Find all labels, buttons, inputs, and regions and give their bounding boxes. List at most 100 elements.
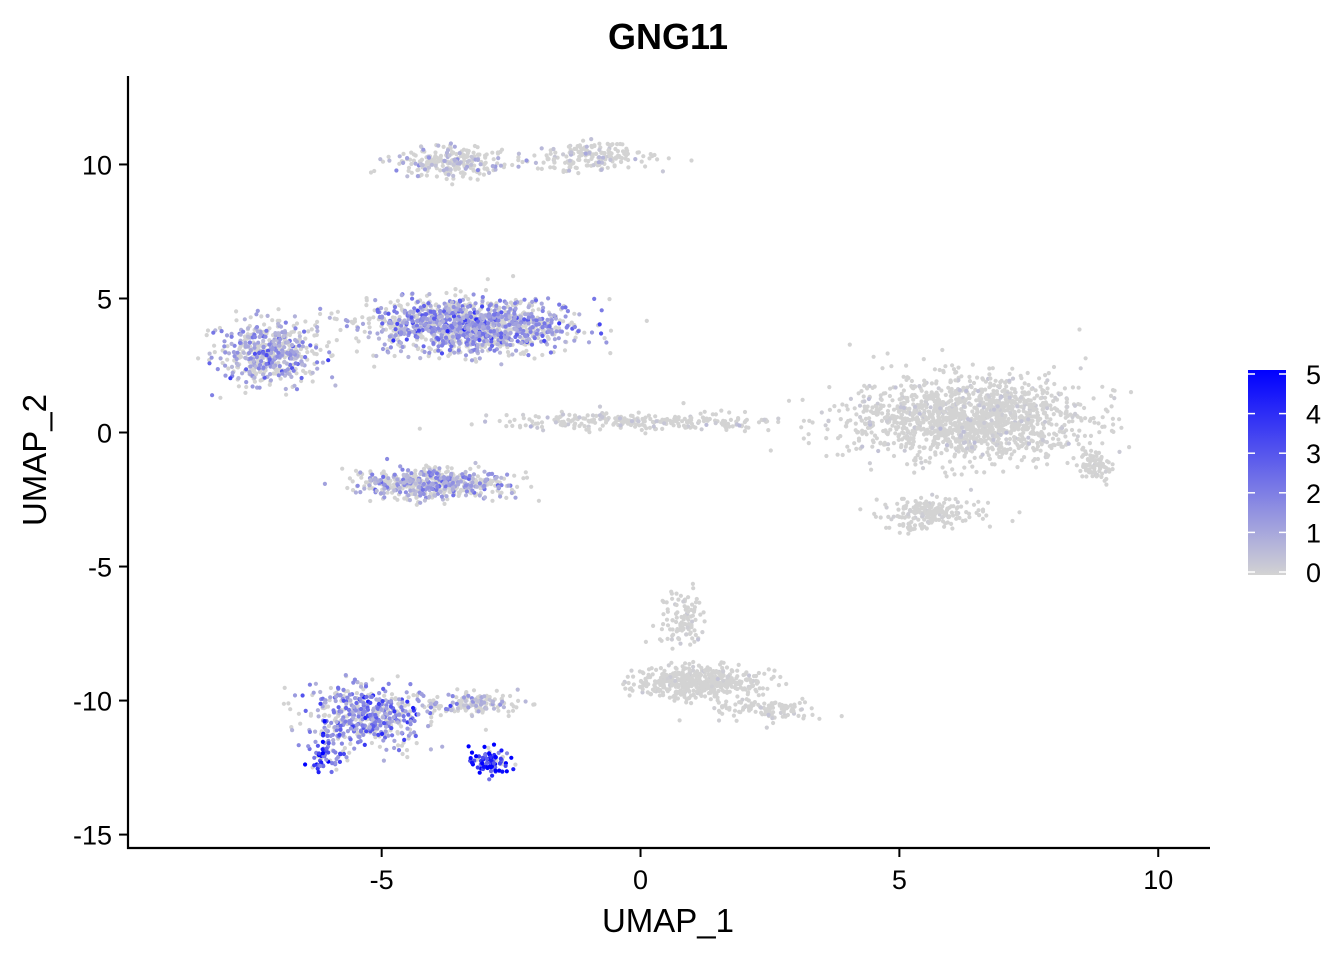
scatter-point <box>660 417 665 422</box>
scatter-point <box>622 151 627 156</box>
scatter-point <box>552 160 557 165</box>
scatter-point <box>1089 448 1094 453</box>
scatter-point <box>708 697 713 702</box>
scatter-point <box>1025 370 1030 376</box>
scatter-point <box>329 353 334 359</box>
scatter-point <box>927 460 932 465</box>
scatter-point <box>489 317 494 322</box>
scatter-point <box>276 360 281 365</box>
scatter-point <box>952 452 958 457</box>
scatter-point <box>564 154 569 159</box>
scatter-point <box>801 436 806 441</box>
scatter-point <box>617 154 622 159</box>
scatter-point <box>660 690 666 695</box>
scatter-point <box>506 713 511 719</box>
scatter-point <box>762 701 767 706</box>
scatter-point <box>920 466 926 471</box>
scatter-point <box>884 419 890 424</box>
scatter-point <box>679 689 684 694</box>
scatter-point <box>1077 428 1082 433</box>
scatter-point <box>409 161 414 167</box>
scatter-point <box>564 325 569 330</box>
scatter-point <box>915 453 920 458</box>
scatter-point <box>940 347 945 353</box>
scatter-point <box>997 383 1003 389</box>
scatter-point <box>987 524 993 529</box>
scatter-point <box>944 448 950 453</box>
scatter-point <box>475 474 480 479</box>
scatter-point <box>362 329 367 334</box>
scatter-point <box>923 459 928 464</box>
scatter-point <box>904 441 909 447</box>
scatter-point <box>978 437 983 442</box>
scatter-point <box>1050 436 1056 441</box>
scatter-point <box>880 411 885 416</box>
scatter-point <box>1107 469 1112 474</box>
scatter-point <box>898 421 903 426</box>
scatter-point <box>1012 435 1017 440</box>
scatter-point <box>990 433 995 438</box>
scatter-point <box>608 351 613 356</box>
scatter-point <box>905 462 910 467</box>
scatter-point <box>907 406 912 411</box>
scatter-point <box>997 429 1002 434</box>
scatter-point <box>326 724 331 729</box>
scatter-point <box>1063 434 1068 439</box>
scatter-point <box>602 336 607 341</box>
scatter-point <box>847 342 852 347</box>
scatter-point <box>484 152 489 157</box>
scatter-point <box>891 441 897 446</box>
scatter-point <box>1058 391 1064 396</box>
scatter-point <box>252 379 257 384</box>
scatter-point <box>742 409 748 415</box>
scatter-point <box>988 376 993 381</box>
scatter-point <box>1104 482 1109 487</box>
scatter-point <box>490 498 495 503</box>
scatter-point <box>334 338 339 343</box>
scatter-point <box>577 143 583 148</box>
scatter-point <box>930 431 935 436</box>
scatter-point <box>382 693 387 698</box>
scatter-point <box>741 672 746 678</box>
scatter-point <box>1032 396 1037 401</box>
scatter-point <box>521 476 526 481</box>
scatter-point <box>294 321 300 326</box>
scatter-point <box>444 176 449 182</box>
scatter-point <box>862 383 867 388</box>
scatter-point <box>878 515 883 520</box>
scatter-point <box>953 370 958 375</box>
scatter-point <box>859 418 865 423</box>
scatter-point <box>384 307 389 312</box>
scatter-point <box>913 462 918 467</box>
scatter-point <box>950 431 955 436</box>
scatter-point <box>949 386 954 392</box>
scatter-point <box>1045 390 1050 396</box>
scatter-point <box>490 150 495 155</box>
scatter-point <box>974 510 979 515</box>
scatter-point <box>1003 420 1008 426</box>
scatter-point <box>963 450 969 455</box>
scatter-point <box>1012 399 1017 404</box>
scatter-point <box>752 700 758 705</box>
scatter-point <box>685 625 690 630</box>
scatter-point <box>666 156 671 161</box>
scatter-point <box>967 459 973 464</box>
scatter-point <box>589 143 594 149</box>
scatter-point <box>485 277 490 282</box>
scatter-point <box>444 290 449 296</box>
scatter-point <box>957 396 962 401</box>
scatter-point <box>930 516 935 521</box>
scatter-point <box>712 706 717 711</box>
scatter-point <box>636 410 641 415</box>
scatter-point <box>895 501 900 506</box>
scatter-point <box>395 674 400 679</box>
scatter-point <box>765 706 770 712</box>
scatter-point <box>633 424 638 429</box>
scatter-point <box>1038 384 1043 389</box>
scatter-point <box>902 401 907 406</box>
scatter-point <box>932 434 938 439</box>
scatter-point <box>1029 386 1034 392</box>
scatter-point <box>827 385 832 390</box>
scatter-point <box>521 416 526 421</box>
scatter-point <box>688 642 693 647</box>
